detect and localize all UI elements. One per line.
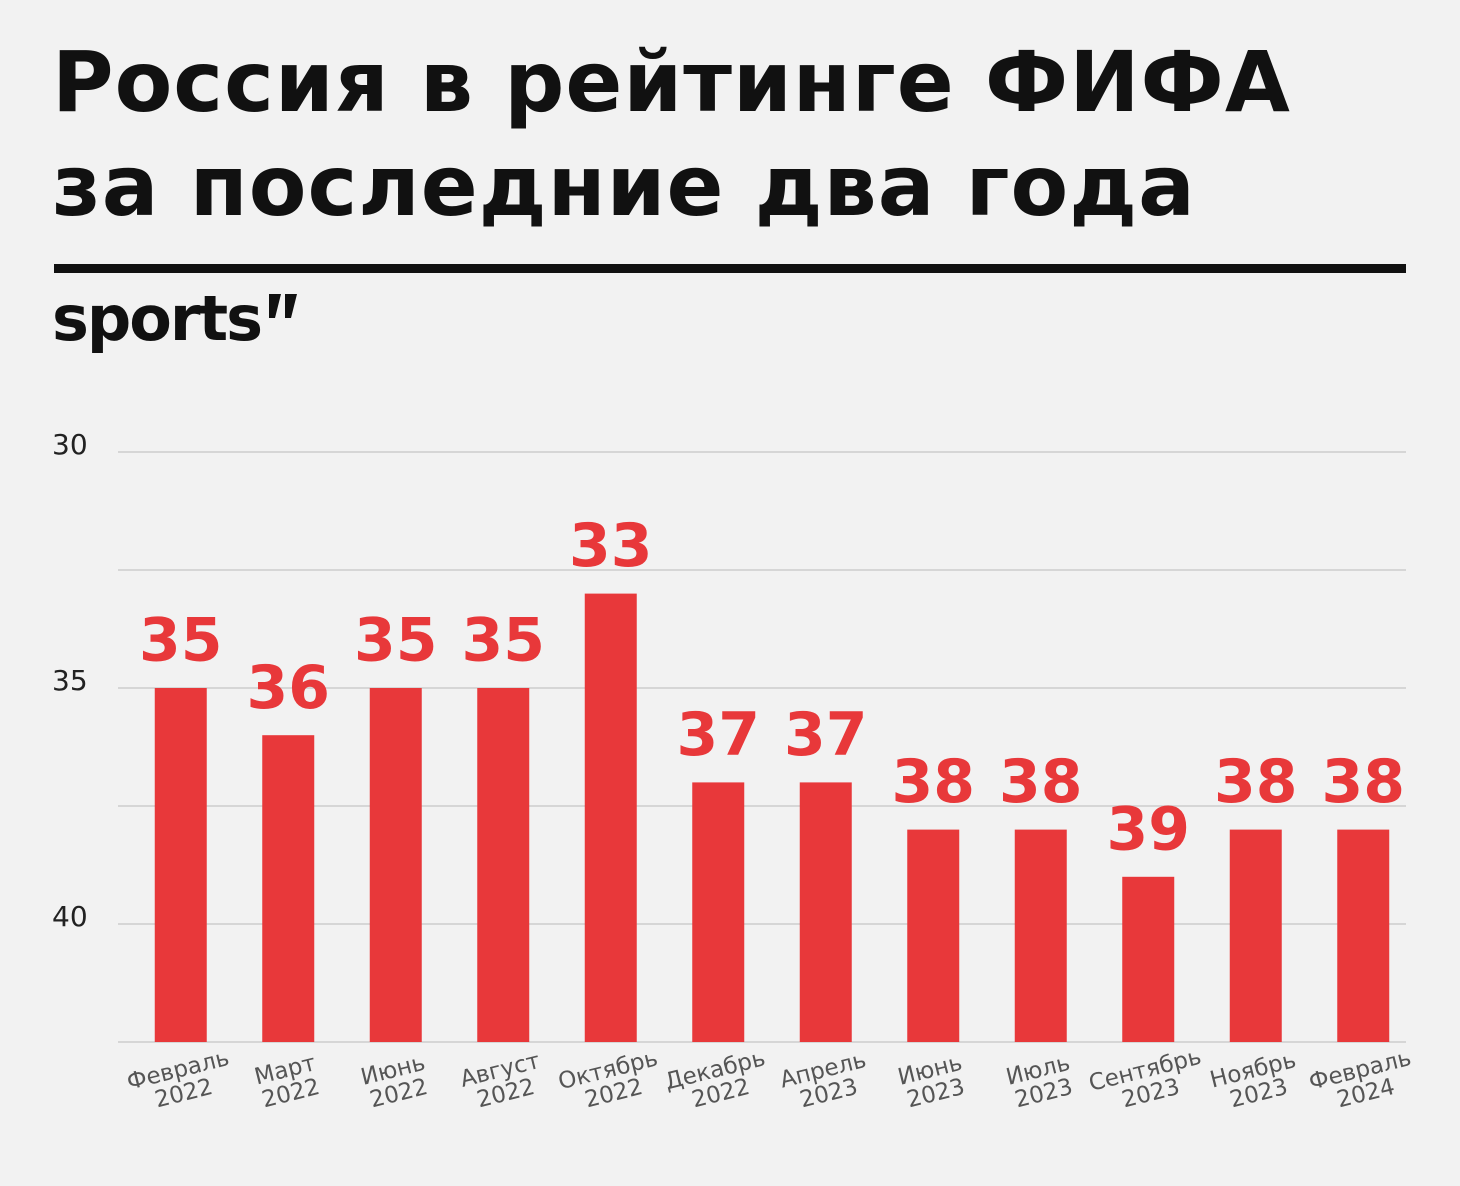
bar: [369, 688, 422, 1042]
bar: [154, 688, 207, 1042]
bar: [584, 593, 637, 1042]
y-tick-label: 35: [52, 664, 88, 697]
value-label: 35: [354, 606, 438, 676]
bar: [1229, 829, 1282, 1042]
value-label: 37: [784, 700, 868, 770]
value-label: 38: [1322, 747, 1406, 817]
value-label: 35: [462, 606, 546, 676]
bar: [1014, 829, 1067, 1042]
y-tick-label: 40: [52, 900, 88, 933]
value-label: 39: [1107, 794, 1191, 864]
bar: [262, 735, 315, 1042]
value-label: 38: [1214, 747, 1298, 817]
chart-title: Россия в рейтинге ФИФА за последние два …: [52, 33, 1291, 235]
brand-mark: [269, 294, 297, 318]
bar: [799, 782, 852, 1042]
value-label: 38: [999, 747, 1083, 817]
bar: [1122, 876, 1175, 1042]
value-label: 36: [247, 653, 331, 723]
y-tick-label: 30: [52, 428, 88, 461]
bar: [692, 782, 745, 1042]
bar: [1337, 829, 1390, 1042]
bar: [477, 688, 530, 1042]
value-label: 33: [569, 511, 653, 581]
brand-text: sports: [52, 282, 263, 355]
bar: [907, 829, 960, 1042]
brand-logo: sports: [52, 282, 301, 355]
value-label: 37: [677, 700, 761, 770]
value-label: 38: [892, 747, 976, 817]
title-rule: [54, 264, 1406, 273]
value-label: 35: [139, 606, 223, 676]
